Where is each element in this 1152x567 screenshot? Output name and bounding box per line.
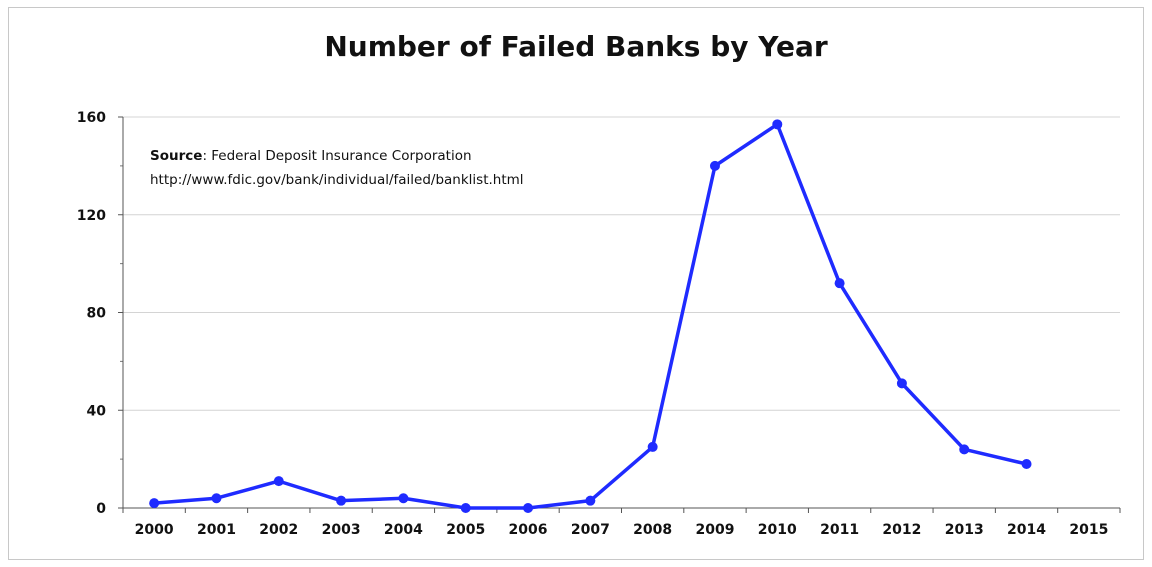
y-tick-label: 0: [96, 501, 106, 517]
x-tick-label: 2001: [197, 522, 236, 538]
data-point: [772, 119, 783, 130]
series-failed-banks: [149, 119, 1032, 513]
x-tick-label: 2009: [695, 522, 734, 538]
axes: [118, 116, 1121, 513]
x-tick-label: 2006: [509, 522, 548, 538]
x-tick-label: 2005: [446, 522, 485, 538]
chart-title: Number of Failed Banks by Year: [324, 30, 828, 63]
data-point: [149, 498, 160, 509]
data-point: [959, 444, 970, 455]
source-text: : Federal Deposit Insurance Corporation: [202, 148, 472, 164]
x-tick-label: 2012: [882, 522, 921, 538]
x-tick-label: 2008: [633, 522, 672, 538]
data-point: [1021, 459, 1032, 470]
data-point: [398, 493, 409, 504]
data-point: [523, 503, 534, 513]
y-tick-label: 40: [87, 403, 107, 419]
data-point: [647, 441, 658, 452]
x-tick-label: 2010: [758, 522, 797, 538]
y-tick-labels: 0 40 80 120 160: [77, 110, 106, 517]
x-tick-label: 2003: [322, 522, 361, 538]
data-point: [834, 278, 845, 289]
x-tick-label: 2002: [259, 522, 298, 538]
y-tick-label: 160: [77, 110, 106, 126]
y-tick-label: 120: [77, 208, 106, 224]
x-tick-label: 2004: [384, 522, 423, 538]
x-tick-label: 2011: [820, 522, 859, 538]
x-tick-label: 2007: [571, 522, 610, 538]
data-point: [585, 495, 596, 506]
y-tick-label: 80: [87, 306, 107, 322]
gridlines: [123, 116, 1120, 411]
data-point: [273, 476, 284, 487]
data-point: [336, 495, 347, 506]
source-label: Source: [150, 148, 203, 164]
x-tick-labels: 2000 2001 2002 2003 2004 2005 2006 2007 2008 2009…: [135, 522, 1109, 538]
data-point: [460, 503, 471, 513]
source-line: Source: Federal Deposit Insurance Corpor…: [150, 144, 524, 168]
source-url: http://www.fdic.gov/bank/individual/fail…: [150, 172, 524, 188]
data-point: [896, 378, 907, 389]
x-tick-label: 2013: [945, 522, 984, 538]
chart-frame: [8, 7, 1144, 560]
x-tick-label: 2014: [1007, 522, 1046, 538]
x-tick-label: 2015: [1069, 522, 1108, 538]
data-point: [211, 493, 222, 504]
source-annotation: Source: Federal Deposit Insurance Corpor…: [150, 144, 524, 192]
data-point: [709, 160, 720, 171]
x-tick-label: 2000: [135, 522, 174, 538]
